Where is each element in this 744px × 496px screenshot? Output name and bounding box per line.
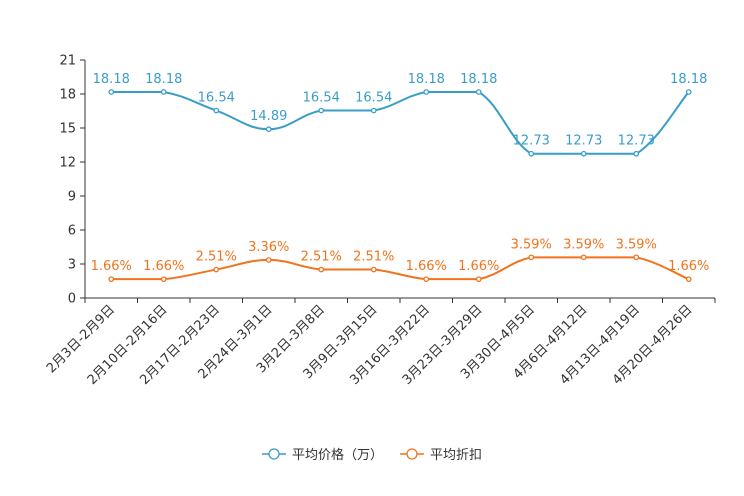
data-point — [318, 266, 325, 273]
data-point — [265, 126, 272, 133]
data-label: 1.66% — [668, 259, 709, 274]
data-label: 3.59% — [616, 237, 657, 252]
legend-label: 平均价格（万） — [292, 447, 383, 463]
data-point — [108, 89, 115, 95]
data-point — [370, 107, 377, 114]
data-label: 14.89 — [250, 109, 287, 124]
data-point — [213, 107, 220, 114]
data-label: 16.54 — [355, 91, 392, 106]
y-tick-label: 12 — [59, 156, 76, 171]
series-line-1 — [111, 256, 690, 281]
data-label: 1.66% — [406, 259, 447, 274]
data-label: 12.73 — [513, 134, 550, 149]
y-tick-label: 18 — [59, 88, 76, 103]
data-labels: 18.18 18.18 16.54 14.89 16.54 16.54 18.18 18.18… — [91, 72, 710, 274]
data-point — [160, 89, 167, 95]
data-label: 3.59% — [511, 237, 552, 252]
data-point — [108, 276, 115, 283]
data-label: 3.36% — [248, 240, 289, 255]
data-label: 12.73 — [618, 134, 655, 149]
y-tick-label: 15 — [59, 122, 76, 137]
y-tick-label: 9 — [68, 190, 76, 205]
data-point — [633, 150, 640, 157]
data-label: 18.18 — [670, 72, 707, 87]
data-point — [580, 150, 587, 157]
legend-marker-icon — [406, 448, 418, 460]
data-point — [633, 254, 640, 261]
series-layer — [108, 89, 692, 283]
data-label: 16.54 — [198, 91, 235, 106]
data-label: 18.18 — [145, 72, 182, 87]
data-label: 1.66% — [91, 259, 132, 274]
data-label: 16.54 — [303, 91, 340, 106]
y-tick-label: 0 — [68, 292, 76, 307]
data-label: 2.51% — [301, 250, 342, 265]
data-label: 2.51% — [353, 250, 394, 265]
data-label: 1.66% — [143, 259, 184, 274]
data-label: 3.59% — [563, 237, 604, 252]
data-point — [423, 276, 430, 283]
data-point — [685, 276, 692, 283]
y-tick-label: 6 — [68, 224, 76, 239]
data-label: 2.51% — [196, 250, 237, 265]
data-label: 12.73 — [565, 134, 602, 149]
legend[interactable]: 平均价格（万） 平均折扣 — [262, 447, 482, 463]
data-label: 18.18 — [460, 72, 497, 87]
data-point — [475, 276, 482, 283]
data-point — [265, 257, 272, 263]
data-point — [160, 276, 167, 283]
y-tick-label: 21 — [59, 54, 76, 69]
data-point — [528, 254, 535, 261]
data-point — [318, 107, 325, 114]
data-point — [475, 89, 482, 95]
data-point — [213, 266, 220, 273]
data-point — [580, 254, 587, 261]
data-label: 1.66% — [458, 259, 499, 274]
legend-item-1[interactable]: 平均折扣 — [400, 448, 482, 463]
data-point — [528, 150, 535, 157]
data-label: 18.18 — [93, 72, 130, 87]
data-label: 18.18 — [408, 72, 445, 87]
legend-label: 平均折扣 — [430, 448, 482, 463]
data-point — [685, 89, 692, 95]
y-tick-label: 3 — [68, 258, 76, 273]
data-point — [370, 266, 377, 273]
legend-item-0[interactable]: 平均价格（万） — [262, 447, 383, 463]
data-point — [423, 89, 430, 95]
legend-marker-icon — [268, 448, 280, 460]
